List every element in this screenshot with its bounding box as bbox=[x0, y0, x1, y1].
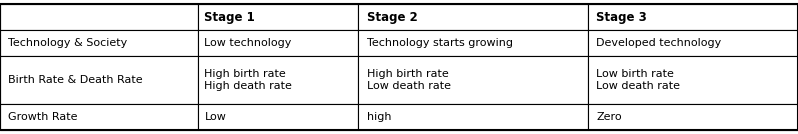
Bar bbox=[588, 4, 798, 30]
Bar bbox=[198, 104, 358, 130]
Text: Zero: Zero bbox=[596, 112, 622, 122]
Text: Stage 2: Stage 2 bbox=[367, 10, 418, 23]
Bar bbox=[0, 56, 198, 104]
Bar bbox=[358, 104, 588, 130]
Text: Technology starts growing: Technology starts growing bbox=[367, 38, 513, 48]
Bar bbox=[588, 30, 798, 56]
Text: Stage 3: Stage 3 bbox=[596, 10, 647, 23]
Text: Low technology: Low technology bbox=[204, 38, 292, 48]
Bar bbox=[198, 4, 358, 30]
Text: Growth Rate: Growth Rate bbox=[8, 112, 77, 122]
Bar bbox=[0, 4, 198, 30]
Text: Technology & Society: Technology & Society bbox=[8, 38, 127, 48]
Bar bbox=[588, 104, 798, 130]
Text: Developed technology: Developed technology bbox=[596, 38, 721, 48]
Bar bbox=[0, 30, 198, 56]
Bar bbox=[198, 56, 358, 104]
Bar bbox=[358, 56, 588, 104]
Bar bbox=[358, 4, 588, 30]
Text: High birth rate
Low death rate: High birth rate Low death rate bbox=[367, 69, 451, 91]
Text: Low birth rate
Low death rate: Low birth rate Low death rate bbox=[596, 69, 681, 91]
Bar bbox=[198, 30, 358, 56]
Bar bbox=[0, 104, 198, 130]
Bar bbox=[588, 56, 798, 104]
Text: Low: Low bbox=[204, 112, 227, 122]
Bar bbox=[358, 30, 588, 56]
Text: High birth rate
High death rate: High birth rate High death rate bbox=[204, 69, 292, 91]
Text: Stage 1: Stage 1 bbox=[204, 10, 255, 23]
Text: Birth Rate & Death Rate: Birth Rate & Death Rate bbox=[8, 75, 143, 85]
Text: high: high bbox=[367, 112, 392, 122]
